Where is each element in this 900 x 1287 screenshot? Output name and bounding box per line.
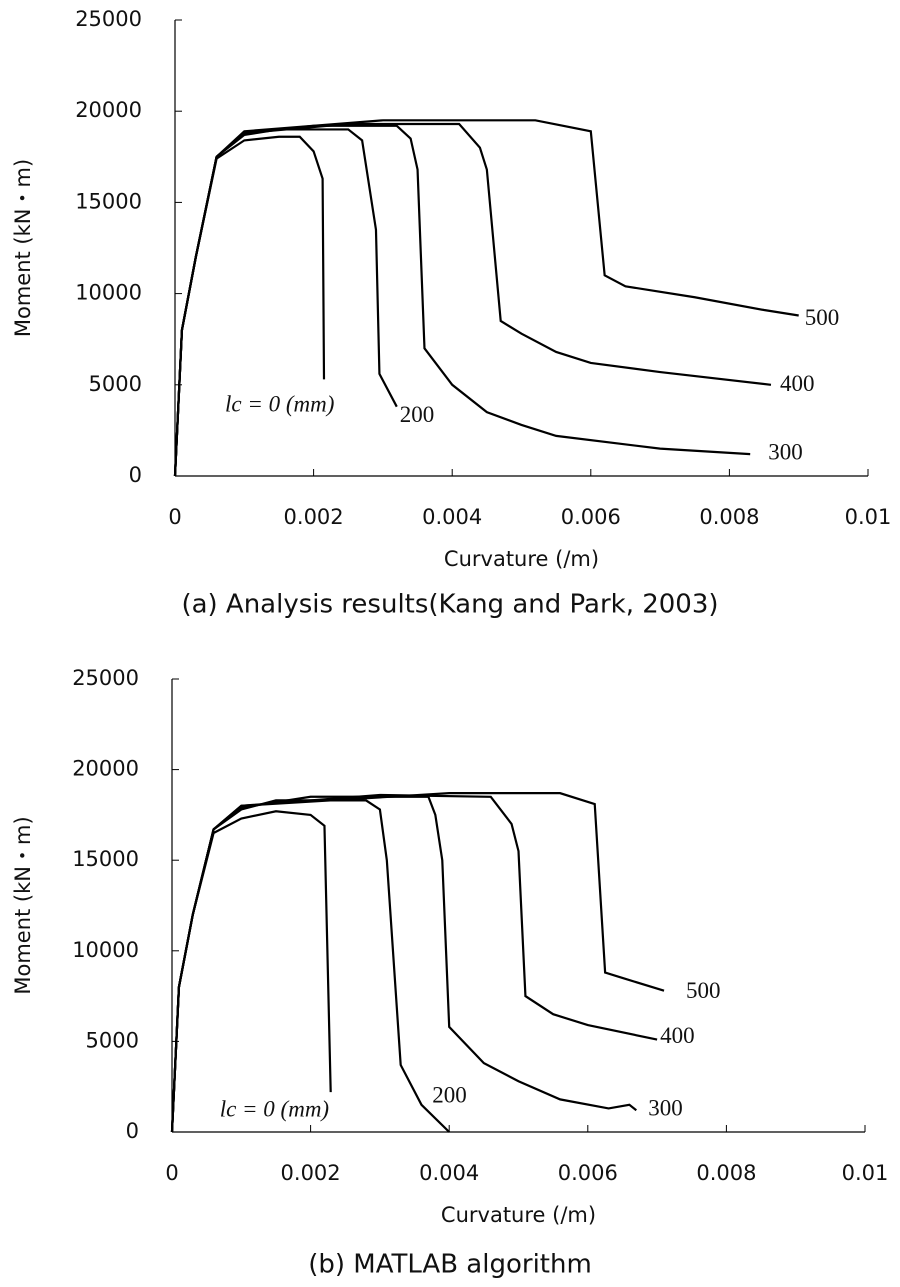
y-tick-label: 5000 <box>89 372 142 396</box>
y-tick-label: 20000 <box>75 98 142 122</box>
x-tick-label: 0.004 <box>422 505 482 529</box>
y-axis-label: Moment (kN・m) <box>11 816 35 994</box>
x-tick-label: 0.002 <box>281 1161 341 1185</box>
curve <box>170 799 450 1133</box>
curve <box>170 810 332 1133</box>
curve <box>173 119 799 477</box>
curve-label: 300 <box>648 1096 683 1121</box>
curve-label: 400 <box>780 371 815 396</box>
y-tick-label: 10000 <box>75 281 142 305</box>
y-tick-label: 15000 <box>72 847 139 871</box>
y-tick-label: 20000 <box>72 757 139 781</box>
curve-label: lc = 0 (mm) <box>220 1096 329 1121</box>
curve-label: 400 <box>660 1023 695 1048</box>
x-tick-label: 0.01 <box>845 505 892 529</box>
x-tick-label: 0 <box>168 505 181 529</box>
curve <box>170 792 665 1133</box>
curve <box>170 793 658 1133</box>
y-tick-label: 5000 <box>86 1028 139 1052</box>
curve <box>173 135 326 477</box>
curve-label: 200 <box>432 1082 467 1107</box>
x-tick-label: 0.01 <box>842 1161 889 1185</box>
x-axis-label: Curvature (/m) <box>444 547 599 571</box>
x-tick-label: 0.004 <box>419 1161 479 1185</box>
y-tick-label: 25000 <box>75 7 142 31</box>
x-tick-label: 0.006 <box>558 1161 618 1185</box>
curve <box>170 795 637 1133</box>
x-tick-label: 0.008 <box>696 1161 756 1185</box>
curve-label: lc = 0 (mm) <box>225 392 334 417</box>
curve-label: 500 <box>805 305 840 330</box>
x-tick-label: 0.002 <box>284 505 344 529</box>
curve <box>173 124 751 477</box>
y-tick-label: 10000 <box>72 938 139 962</box>
curve <box>173 128 398 477</box>
y-tick-label: 0 <box>126 1119 139 1143</box>
y-axis-label: Moment (kN・m) <box>11 159 35 337</box>
caption: (a) Analysis results(Kang and Park, 2003… <box>181 590 718 620</box>
caption: (b) MATLAB algorithm <box>308 1250 592 1280</box>
curve-label: 300 <box>768 439 803 464</box>
y-tick-label: 25000 <box>72 666 139 690</box>
x-tick-label: 0 <box>165 1161 178 1185</box>
curve-label: 500 <box>686 978 721 1003</box>
y-tick-label: 0 <box>129 463 142 487</box>
x-axis-label: Curvature (/m) <box>441 1203 596 1227</box>
y-tick-label: 15000 <box>75 189 142 213</box>
x-tick-label: 0.008 <box>699 505 759 529</box>
curve-label: 200 <box>400 402 435 427</box>
x-tick-label: 0.006 <box>561 505 621 529</box>
curve <box>173 122 772 477</box>
